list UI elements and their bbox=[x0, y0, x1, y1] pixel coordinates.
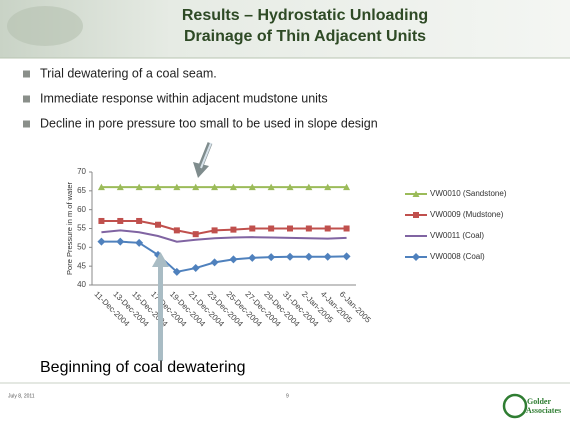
marker bbox=[324, 225, 331, 232]
y-tick-label: 60 bbox=[77, 205, 86, 214]
marker bbox=[304, 252, 313, 261]
marker bbox=[229, 183, 237, 191]
marker bbox=[173, 227, 180, 234]
marker bbox=[342, 252, 351, 261]
marker bbox=[324, 183, 332, 191]
marker bbox=[323, 252, 332, 261]
marker bbox=[192, 183, 200, 191]
legend-label: VW0010 (Sandstone) bbox=[430, 189, 507, 198]
y-tick-label: 45 bbox=[77, 261, 86, 270]
series-line bbox=[101, 219, 347, 236]
map-graphic bbox=[7, 6, 83, 46]
marker bbox=[286, 252, 294, 261]
marker bbox=[412, 190, 420, 197]
marker bbox=[210, 258, 219, 267]
series-line bbox=[101, 229, 347, 243]
marker bbox=[230, 226, 237, 233]
y-tick-label: 55 bbox=[77, 224, 86, 233]
y-tick-label: 40 bbox=[77, 280, 86, 289]
marker bbox=[268, 225, 275, 232]
legend-label: VW0009 (Mudstone) bbox=[430, 210, 504, 219]
marker bbox=[229, 255, 238, 264]
marker bbox=[192, 231, 199, 238]
marker bbox=[343, 225, 350, 232]
title-banner bbox=[0, 0, 570, 58]
y-tick-label: 50 bbox=[77, 242, 86, 251]
marker bbox=[249, 225, 256, 232]
marker bbox=[413, 212, 419, 218]
marker bbox=[305, 225, 312, 232]
marker bbox=[211, 227, 218, 234]
marker bbox=[136, 217, 143, 224]
marker bbox=[267, 253, 276, 262]
marker bbox=[97, 183, 105, 191]
marker bbox=[172, 267, 181, 276]
marker bbox=[211, 183, 219, 191]
marker bbox=[98, 217, 105, 224]
marker bbox=[155, 221, 161, 228]
bullet-text: Decline in pore pressure too small to be… bbox=[40, 116, 378, 130]
title: Results – Hydrostatic Unloading bbox=[182, 7, 428, 24]
title: Drainage of Thin Adjacent Units bbox=[184, 28, 426, 45]
arrow-head bbox=[193, 162, 209, 178]
marker bbox=[267, 183, 275, 191]
bullet-text: Immediate response within adjacent mudst… bbox=[40, 91, 328, 105]
y-tick-label: 65 bbox=[77, 186, 86, 195]
marker bbox=[135, 238, 144, 247]
y-axis-label: Pore Pressure in m of water bbox=[65, 182, 74, 275]
bullet-text: Trial dewatering of a coal seam. bbox=[40, 66, 217, 80]
marker bbox=[248, 183, 256, 191]
logo-text: Golder bbox=[527, 397, 551, 406]
marker bbox=[191, 264, 200, 273]
marker bbox=[343, 183, 351, 191]
marker bbox=[116, 183, 124, 191]
legend-label: VW0011 (Coal) bbox=[430, 231, 484, 240]
y-tick-label: 70 bbox=[77, 167, 86, 176]
marker bbox=[135, 183, 143, 191]
marker bbox=[116, 237, 125, 246]
logo-text: Associates bbox=[526, 406, 561, 415]
marker bbox=[287, 225, 293, 232]
marker bbox=[173, 183, 181, 191]
arrow-head bbox=[152, 252, 169, 267]
marker bbox=[117, 217, 124, 224]
bullet-square bbox=[23, 95, 30, 103]
arrow bbox=[158, 265, 163, 361]
marker bbox=[154, 183, 162, 191]
legend-label: VW0008 (Coal) bbox=[430, 252, 485, 261]
bullet-square bbox=[23, 70, 30, 78]
marker bbox=[286, 183, 294, 191]
logo-mark bbox=[502, 393, 528, 419]
marker bbox=[412, 253, 420, 261]
marker bbox=[305, 183, 313, 191]
marker bbox=[248, 253, 257, 262]
marker bbox=[97, 237, 106, 246]
arrow-inner bbox=[200, 142, 212, 169]
footer-date: July 8, 2011 bbox=[8, 393, 35, 399]
annotation: Beginning of coal dewatering bbox=[40, 359, 245, 376]
bullets: Trial dewatering of a coal seam. Immediat… bbox=[23, 66, 378, 130]
page-number: 9 bbox=[286, 393, 289, 399]
bullet-square bbox=[23, 120, 30, 128]
